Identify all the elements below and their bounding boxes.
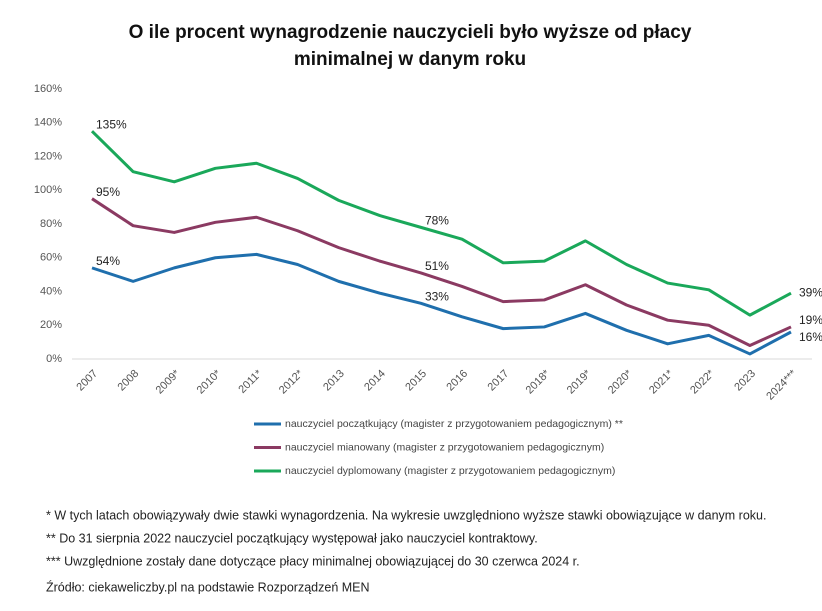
series-line (90, 130, 792, 317)
y-tick-label: 20% (40, 319, 62, 331)
y-tick-label: 100% (34, 184, 62, 196)
legend-label: nauczyciel początkujący (magister z przy… (285, 418, 623, 430)
y-tick-label: 60% (40, 252, 62, 264)
data-label: 19% (799, 313, 822, 327)
data-label: 54% (96, 254, 120, 268)
series-line (91, 252, 792, 356)
source: Źródło: ciekaweliczby.pl na podstawie Ro… (46, 579, 370, 594)
y-tick-label: 140% (34, 117, 62, 129)
data-label: 51% (425, 259, 449, 273)
y-tick-label: 160% (34, 83, 62, 95)
data-label: 33% (425, 289, 449, 303)
footnote: ** Do 31 sierpnia 2022 nauczyciel począt… (46, 531, 538, 545)
footnote: *** Uwzględnione zostały dane dotyczące … (46, 554, 580, 568)
data-label: 16% (799, 330, 822, 344)
data-label: 39% (799, 285, 822, 299)
legend-label: nauczyciel dyplomowany (magister z przyg… (285, 465, 615, 477)
y-tick-label: 120% (34, 150, 62, 162)
y-tick-label: 40% (40, 285, 62, 297)
y-tick-label: 0% (46, 353, 62, 365)
chart-title: minimalnej w danym roku (294, 49, 526, 70)
series-line (91, 197, 792, 347)
chart-title: O ile procent wynagrodzenie nauczycieli … (129, 22, 692, 43)
data-label: 95% (96, 185, 120, 199)
data-label: 135% (96, 117, 127, 131)
y-tick-label: 80% (40, 218, 62, 230)
footnote: * W tych latach obowiązywały dwie stawki… (46, 508, 766, 522)
legend-label: nauczyciel mianowany (magister z przygot… (285, 441, 604, 453)
data-label: 78% (425, 214, 449, 228)
